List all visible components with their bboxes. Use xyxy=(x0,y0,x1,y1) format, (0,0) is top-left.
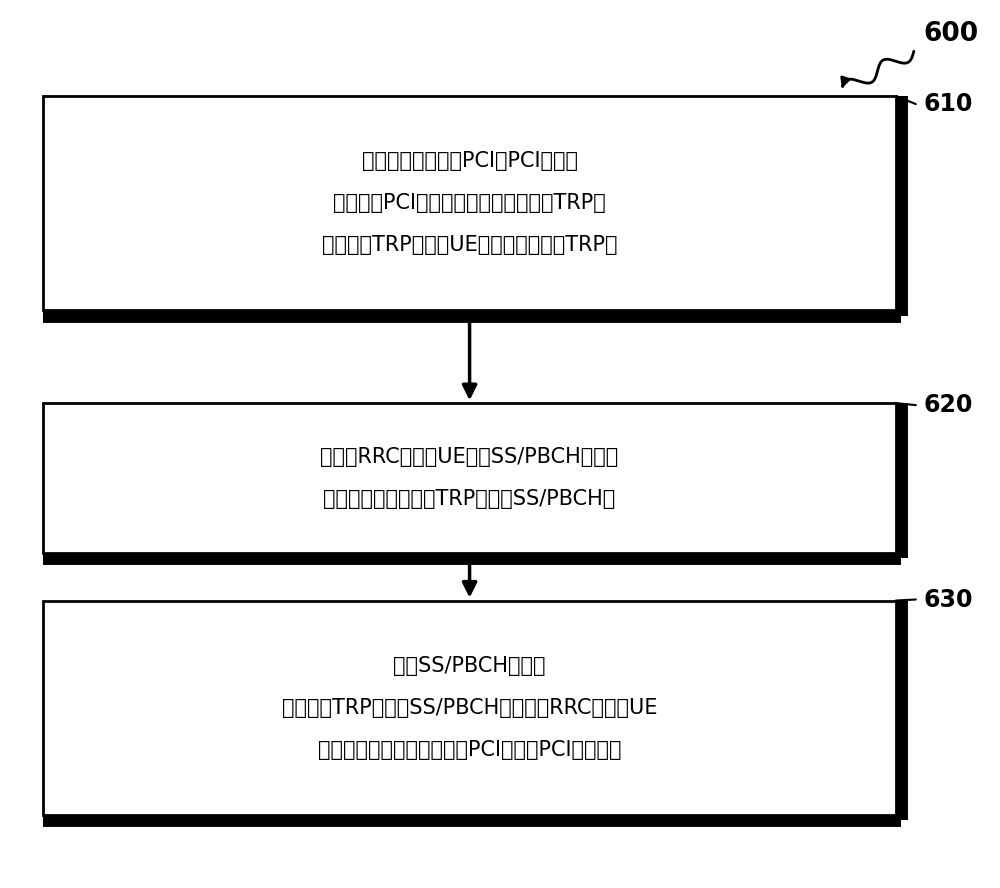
Bar xyxy=(43,403,896,552)
Text: 配置有多TRP操作的UE，其中服务小区TRP与: 配置有多TRP操作的UE，其中服务小区TRP与 xyxy=(322,235,617,255)
Text: 610: 610 xyxy=(924,92,973,116)
Text: 的第一RRC参数向UE提供SS/PBCH块索引: 的第一RRC参数向UE提供SS/PBCH块索引 xyxy=(320,447,619,467)
Text: 630: 630 xyxy=(924,588,973,612)
Text: 600: 600 xyxy=(924,21,979,47)
Text: 提供SS/PBCH块索引: 提供SS/PBCH块索引 xyxy=(393,656,546,676)
Text: 620: 620 xyxy=(924,393,973,417)
Text: 服务小区PCI相关联，并且非服务小区TRP与: 服务小区PCI相关联，并且非服务小区TRP与 xyxy=(333,194,606,213)
Text: 通过用于由具有与服务小区PCI不同的PCI的一个或: 通过用于由具有与服务小区PCI不同的PCI的一个或 xyxy=(318,740,621,759)
Bar xyxy=(43,600,896,815)
Bar xyxy=(43,96,896,311)
Text: 多个小区TRP发送的SS/PBCH块的第二RRC参数向UE: 多个小区TRP发送的SS/PBCH块的第二RRC参数向UE xyxy=(282,698,657,718)
Text: 不同于服务小区的PCI的PCI相关联: 不同于服务小区的PCI的PCI相关联 xyxy=(362,151,578,171)
Text: 通过用于由服务小区TRP发送的SS/PBCH块: 通过用于由服务小区TRP发送的SS/PBCH块 xyxy=(323,488,616,509)
